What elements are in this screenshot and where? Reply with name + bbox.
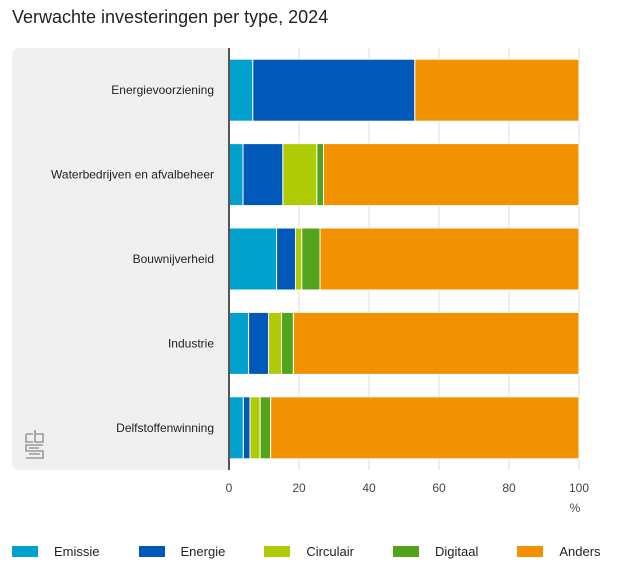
bar-segment-emissie[interactable] [228, 143, 244, 207]
bar-segment-digitaal[interactable] [281, 311, 294, 375]
bar-segment-circulair[interactable] [282, 143, 318, 207]
legend: Emissie Energie Circulair Digitaal Anders [12, 544, 626, 559]
legend-swatch [517, 546, 544, 557]
legend-item-circulair[interactable]: Circulair [264, 544, 354, 559]
x-tick-label: 0 [226, 481, 233, 495]
bar-segment-circulair[interactable] [295, 227, 303, 291]
bar-segment-energie[interactable] [248, 311, 270, 375]
bar-segment-energie[interactable] [252, 58, 416, 122]
bar-segment-energie[interactable] [242, 143, 284, 207]
legend-item-anders[interactable]: Anders [517, 544, 601, 559]
chart-title: Verwachte investeringen per type, 2024 [12, 7, 329, 27]
legend-item-energie[interactable]: Energie [138, 544, 226, 559]
legend-label: Circulair [306, 544, 354, 559]
legend-label: Energie [180, 544, 226, 559]
bar-segment-anders[interactable] [414, 58, 580, 122]
bar-segment-digitaal[interactable] [259, 396, 272, 460]
bar-segment-circulair[interactable] [249, 396, 261, 460]
legend-item-digitaal[interactable]: Digitaal [393, 544, 478, 559]
bar-segment-energie[interactable] [276, 227, 297, 291]
x-tick-label: 40 [362, 481, 376, 495]
bar-segment-anders[interactable] [292, 311, 580, 375]
category-label: Delfstoffenwinning [116, 421, 214, 435]
category-label: Waterbedrijven en afvalbeheer [51, 168, 214, 182]
category-label: Energievoorziening [111, 83, 214, 97]
cbs-logo-icon [25, 430, 44, 459]
bar-segment-anders[interactable] [319, 227, 580, 291]
x-tick-label: 100 [569, 481, 589, 495]
category-label: Industrie [168, 336, 214, 350]
legend-swatch [393, 546, 419, 557]
bar-segment-emissie[interactable] [228, 311, 250, 375]
bar-segment-emissie[interactable] [228, 396, 244, 460]
bar-segment-digitaal[interactable] [301, 227, 321, 291]
bar-segment-anders[interactable] [323, 143, 580, 207]
legend-label: Digitaal [435, 544, 479, 559]
category-panel [12, 48, 229, 470]
bar-segment-energie[interactable] [242, 396, 251, 460]
x-axis-label: % [570, 501, 581, 515]
x-tick-label: 80 [502, 481, 516, 495]
bar-segment-emissie[interactable] [228, 58, 254, 122]
bar-segment-circulair[interactable] [268, 311, 282, 375]
legend-label: Emissie [54, 544, 100, 559]
legend-item-emissie[interactable]: Emissie [12, 544, 100, 559]
legend-label: Anders [559, 544, 601, 559]
legend-swatch [12, 546, 38, 557]
bar-segment-anders[interactable] [270, 396, 580, 460]
bar-segment-emissie[interactable] [228, 227, 278, 291]
legend-swatch [138, 546, 165, 557]
legend-swatch [264, 546, 291, 557]
bar-segment-digitaal[interactable] [316, 143, 325, 207]
category-label: Bouwnijverheid [133, 252, 214, 266]
x-tick-label: 60 [432, 481, 446, 495]
x-tick-label: 20 [292, 481, 306, 495]
